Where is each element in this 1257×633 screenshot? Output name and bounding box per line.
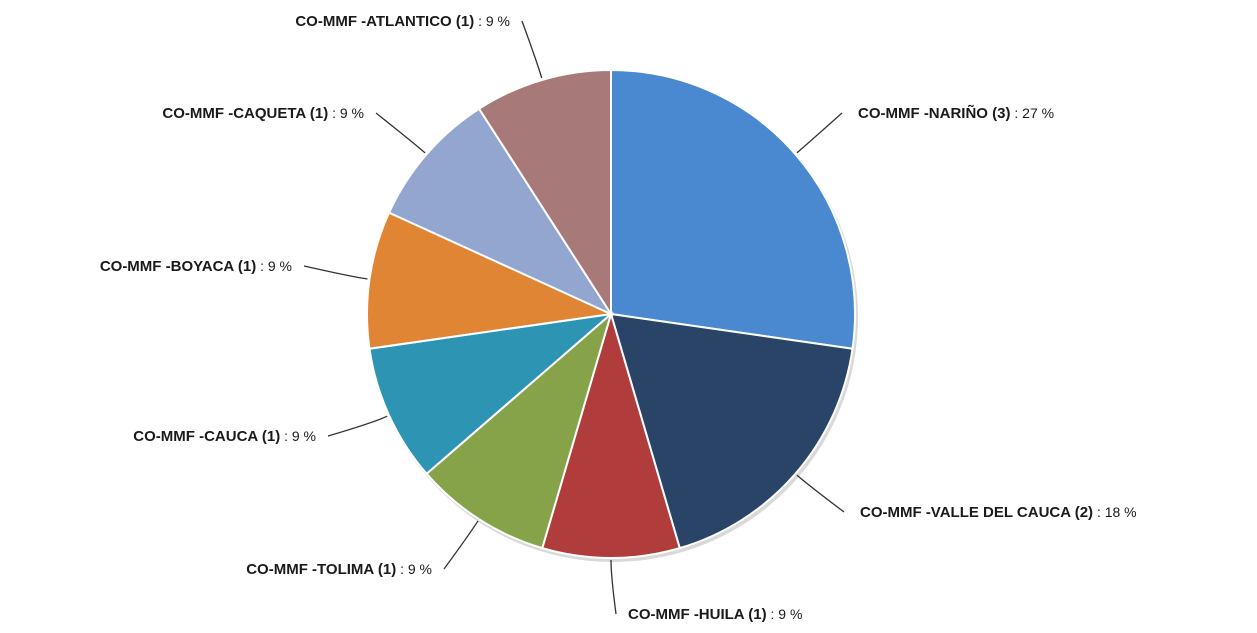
slice-label-name: CO-MMF -NARIÑO (3) <box>858 104 1010 122</box>
slice-label-percent: 27 % <box>1022 105 1054 121</box>
leader-line <box>375 112 426 154</box>
leader-line <box>521 20 543 79</box>
slice-label-name: CO-MMF -BOYACA (1) <box>100 258 256 275</box>
slice-label-name: CO-MMF -CAUCA (1) <box>133 428 280 445</box>
slice-label: CO-MMF -CAUCA (1) : 9 % <box>133 428 316 445</box>
leader-line <box>443 520 479 570</box>
leader-line <box>327 415 388 437</box>
pie-slice[interactable] <box>610 68 856 350</box>
slice-label-separator: : <box>1093 504 1105 520</box>
slice-label-separator: : <box>1010 105 1022 121</box>
slice-label: CO-MMF -HUILA (1) : 9 % <box>628 606 802 623</box>
slice-label-separator: : <box>396 561 408 577</box>
slice-label-percent: 9 % <box>408 561 432 577</box>
slice-label-name: CO-MMF -ATLANTICO (1) <box>295 13 474 30</box>
slice-label-name: CO-MMF -HUILA (1) <box>628 606 767 623</box>
slice-label-separator: : <box>280 428 292 444</box>
pie-slice[interactable] <box>366 211 615 350</box>
pie-slice[interactable] <box>609 312 854 550</box>
slice-label: CO-MMF -VALLE DEL CAUCA (2) : 18 % <box>860 504 1137 521</box>
slice-label: CO-MMF -NARIÑO (3) : 27 % <box>858 104 1054 122</box>
slice-label: CO-MMF -ATLANTICO (1) : 9 % <box>295 13 510 30</box>
slice-label-name: CO-MMF -TOLIMA (1) <box>246 561 396 578</box>
slice-label-name: CO-MMF -VALLE DEL CAUCA (2) <box>860 504 1093 521</box>
slice-label-percent: 9 % <box>292 428 316 444</box>
pie-slice[interactable] <box>541 310 681 559</box>
leader-line <box>796 112 843 154</box>
slice-label: CO-MMF -CAQUETA (1) : 9 % <box>162 105 364 122</box>
slice-label-separator: : <box>328 105 340 121</box>
leader-line <box>303 265 368 280</box>
slice-label-separator: : <box>474 13 486 29</box>
slice-label-separator: : <box>256 258 268 274</box>
leader-line <box>796 474 845 513</box>
slice-label-percent: 18 % <box>1105 504 1137 520</box>
leader-line <box>610 559 617 615</box>
slice-label-separator: : <box>767 606 779 622</box>
slice-label-percent: 9 % <box>778 606 802 622</box>
slice-label: CO-MMF -TOLIMA (1) : 9 % <box>246 561 432 578</box>
slice-label-percent: 9 % <box>486 13 510 29</box>
pie-slice[interactable] <box>477 68 612 318</box>
pie-slice[interactable] <box>425 311 613 550</box>
slice-label-percent: 9 % <box>268 258 292 274</box>
slice-label-name: CO-MMF -CAQUETA (1) <box>162 105 328 122</box>
slice-label: CO-MMF -BOYACA (1) : 9 % <box>100 258 292 275</box>
pie-slice[interactable] <box>387 107 614 317</box>
slice-label-percent: 9 % <box>340 105 364 121</box>
pie-slice[interactable] <box>368 312 615 476</box>
